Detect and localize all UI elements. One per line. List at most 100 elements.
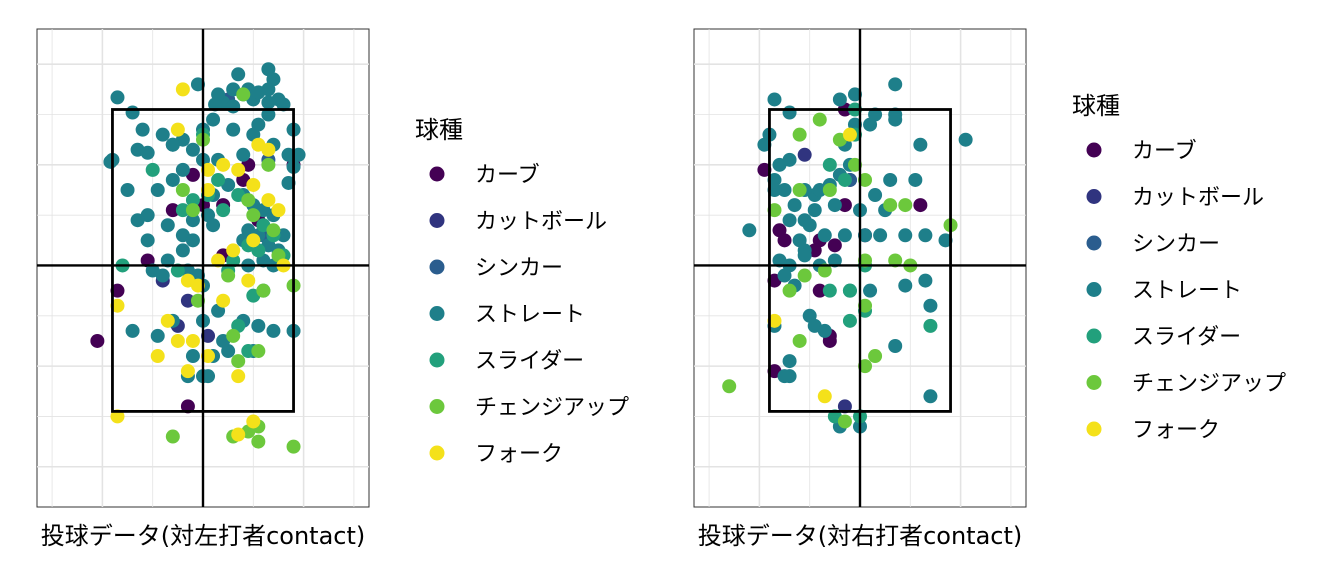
data-point [817,228,832,243]
data-point [757,162,772,177]
legend-label: スライダー [1132,325,1241,350]
legend-label: シンカー [1132,232,1220,257]
data-point [777,268,792,283]
data-point [251,434,266,449]
data-point [236,147,251,162]
data-point [863,117,878,132]
legend-label: フォーク [1132,418,1220,443]
data-point [150,349,165,364]
legend-item: カーブ [1086,139,1197,164]
legend-label: チェンジアップ [475,396,629,421]
data-point [246,208,261,223]
x-axis-label: 投球データ(対右打者contact) [698,522,1023,550]
data-point [767,203,782,218]
data-point [140,233,155,248]
data-point [160,313,175,328]
legend-swatch [429,445,445,461]
legend-swatch [429,213,445,228]
data-point [837,228,852,243]
data-point [898,198,913,213]
data-point [185,233,200,248]
legend-item: ストレート [1086,279,1242,304]
data-point [888,338,903,353]
data-point [898,278,913,293]
data-point [226,328,241,343]
data-point [241,193,256,208]
data-point [256,283,271,298]
data-point [206,218,221,233]
legend-label: カーブ [1132,139,1197,164]
data-point [286,439,301,454]
data-point [913,198,928,213]
data-point [772,253,787,268]
data-point [291,147,306,162]
data-point [797,147,812,162]
data-point [858,172,873,187]
legend-swatch [429,352,445,368]
legend-label: カーブ [475,163,540,188]
data-point [165,203,180,218]
data-point [812,183,827,198]
data-point [913,137,928,152]
data-point [175,203,190,218]
data-point [958,132,973,147]
data-point [923,298,938,313]
data-point [165,137,180,152]
scatter-panel-left: 投球データ(対左打者contact) 球種 カーブカットボールシンカーストレート… [36,28,629,550]
legend-item: カットボール [429,210,607,235]
data-point [231,369,246,384]
data-points [722,77,973,434]
legend-item: チェンジアップ [1086,372,1286,397]
data-point [858,359,873,374]
data-point [782,105,797,120]
data-point [201,328,216,343]
data-point [873,228,888,243]
data-point [858,298,873,313]
legend-label: ストレート [475,303,585,328]
data-point [140,145,155,160]
legend-swatch [429,166,445,182]
legend-swatch [429,399,445,414]
data-point [226,122,241,137]
data-point [847,157,862,172]
data-point [812,283,827,298]
legend-item: フォーク [1086,418,1220,443]
data-point [787,198,802,213]
data-point [782,354,797,369]
data-point [175,162,190,177]
data-point [185,349,200,364]
data-point [211,253,226,268]
data-point [190,77,205,92]
data-points [90,62,306,454]
data-point [842,127,857,142]
data-point [150,328,165,343]
data-point [261,193,276,208]
data-point [822,157,837,172]
data-point [231,162,246,177]
data-point [216,293,231,308]
data-point [155,127,170,142]
data-point [817,323,832,338]
center-axes [694,29,1026,507]
legend-label: カットボール [1132,186,1264,211]
legend-swatch [1086,142,1102,158]
data-point [185,142,200,157]
data-point [180,399,195,414]
data-point [797,268,812,283]
data-point [201,183,216,198]
data-point [827,238,842,253]
legend-swatch [1086,328,1102,344]
data-point [120,183,135,198]
data-point [777,183,792,198]
data-point [868,349,883,364]
data-point [206,112,221,127]
data-point [165,429,180,444]
data-point [251,318,266,333]
data-point [837,414,852,429]
legend-item: カーブ [429,163,540,188]
data-point [110,90,125,105]
data-point [110,283,125,298]
